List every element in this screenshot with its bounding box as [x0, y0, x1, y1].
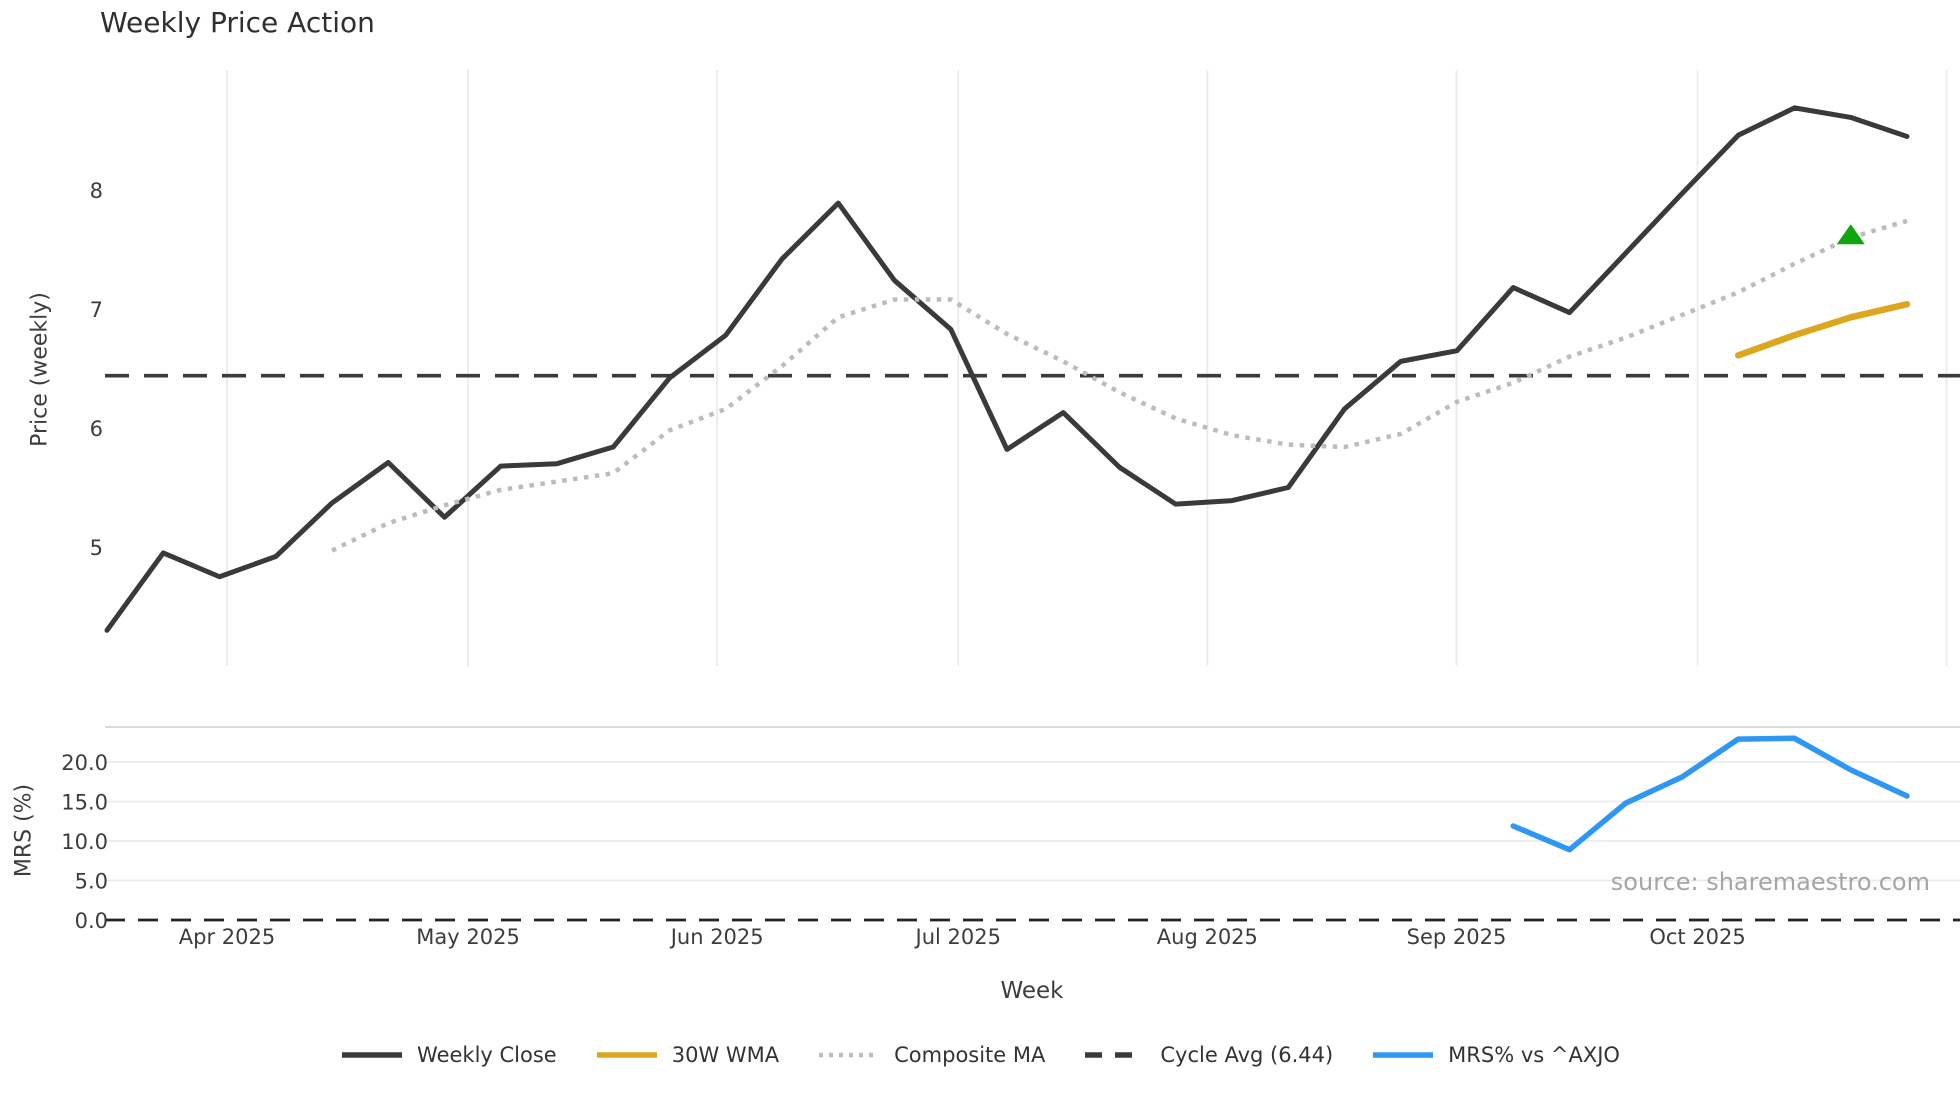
composite-ma-line [331, 218, 1908, 553]
mrs-ytick-label: 0.0 [75, 909, 108, 933]
legend-item: Cycle Avg (6.44) [1083, 1043, 1333, 1067]
mrs-ytick-label: 10.0 [61, 830, 108, 854]
chart-title: Weekly Price Action [100, 6, 375, 39]
legend-swatch-solid-icon [342, 1052, 403, 1058]
source-watermark: source: sharemaestro.com [1610, 868, 1930, 896]
mrs-ytick-label: 15.0 [61, 791, 108, 815]
wma-30w-line [1735, 300, 1911, 359]
month-tick-label: May 2025 [416, 925, 520, 949]
month-tick-label: Oct 2025 [1649, 925, 1745, 949]
legend-item: 30W WMA [595, 1043, 779, 1067]
legend-label: Cycle Avg (6.44) [1160, 1043, 1334, 1067]
legend-swatch-dotted-icon [819, 1052, 880, 1058]
month-gridlines [226, 70, 1948, 666]
mrs-ytick-label: 20.0 [61, 751, 108, 775]
legend-item: Composite MA [817, 1043, 1045, 1067]
month-tick-label: Jul 2025 [914, 925, 1001, 949]
buy-signal-triangle-icon [1836, 224, 1865, 245]
month-tick-label: Sep 2025 [1407, 925, 1507, 949]
legend-label: 30W WMA [671, 1043, 780, 1067]
weekly-close-line [104, 105, 1910, 633]
price-ytick-label: 5 [90, 536, 103, 560]
price-ytick-label: 7 [90, 298, 103, 322]
mrs-gridlines [105, 761, 1960, 882]
mrs-line [1510, 735, 1910, 853]
month-tick-label: Apr 2025 [179, 925, 275, 949]
price-ytick-labels: 5 6 7 8 [90, 179, 103, 560]
legend-swatch-solid-icon [1373, 1052, 1434, 1058]
price-ytick-label: 8 [90, 179, 103, 203]
mrs-ytick-label: 5.0 [75, 870, 108, 894]
price-ytick-label: 6 [90, 417, 103, 441]
legend-label: MRS% vs ^AXJO [1448, 1043, 1620, 1067]
month-tick-labels: Apr 2025 May 2025 Jun 2025 Jul 2025 Aug 2025… [179, 925, 1746, 949]
legend-swatch-dashed-icon [1085, 1052, 1146, 1058]
month-tick-label: Aug 2025 [1157, 925, 1258, 949]
legend-swatch-solid-icon [596, 1052, 657, 1058]
legend: Weekly Close 30W WMA Composite MA Cycle Avg… [0, 1030, 1960, 1080]
legend-item: Weekly Close [340, 1043, 557, 1067]
mrs-ytick-labels: 0.0 5.0 10.0 15.0 20.0 [61, 751, 108, 933]
month-tick-label: Jun 2025 [669, 925, 764, 949]
legend-label: Composite MA [894, 1043, 1046, 1067]
week-axis-label: Week [1000, 978, 1064, 1004]
legend-item: MRS% vs ^AXJO [1371, 1043, 1620, 1067]
legend-label: Weekly Close [417, 1043, 557, 1067]
